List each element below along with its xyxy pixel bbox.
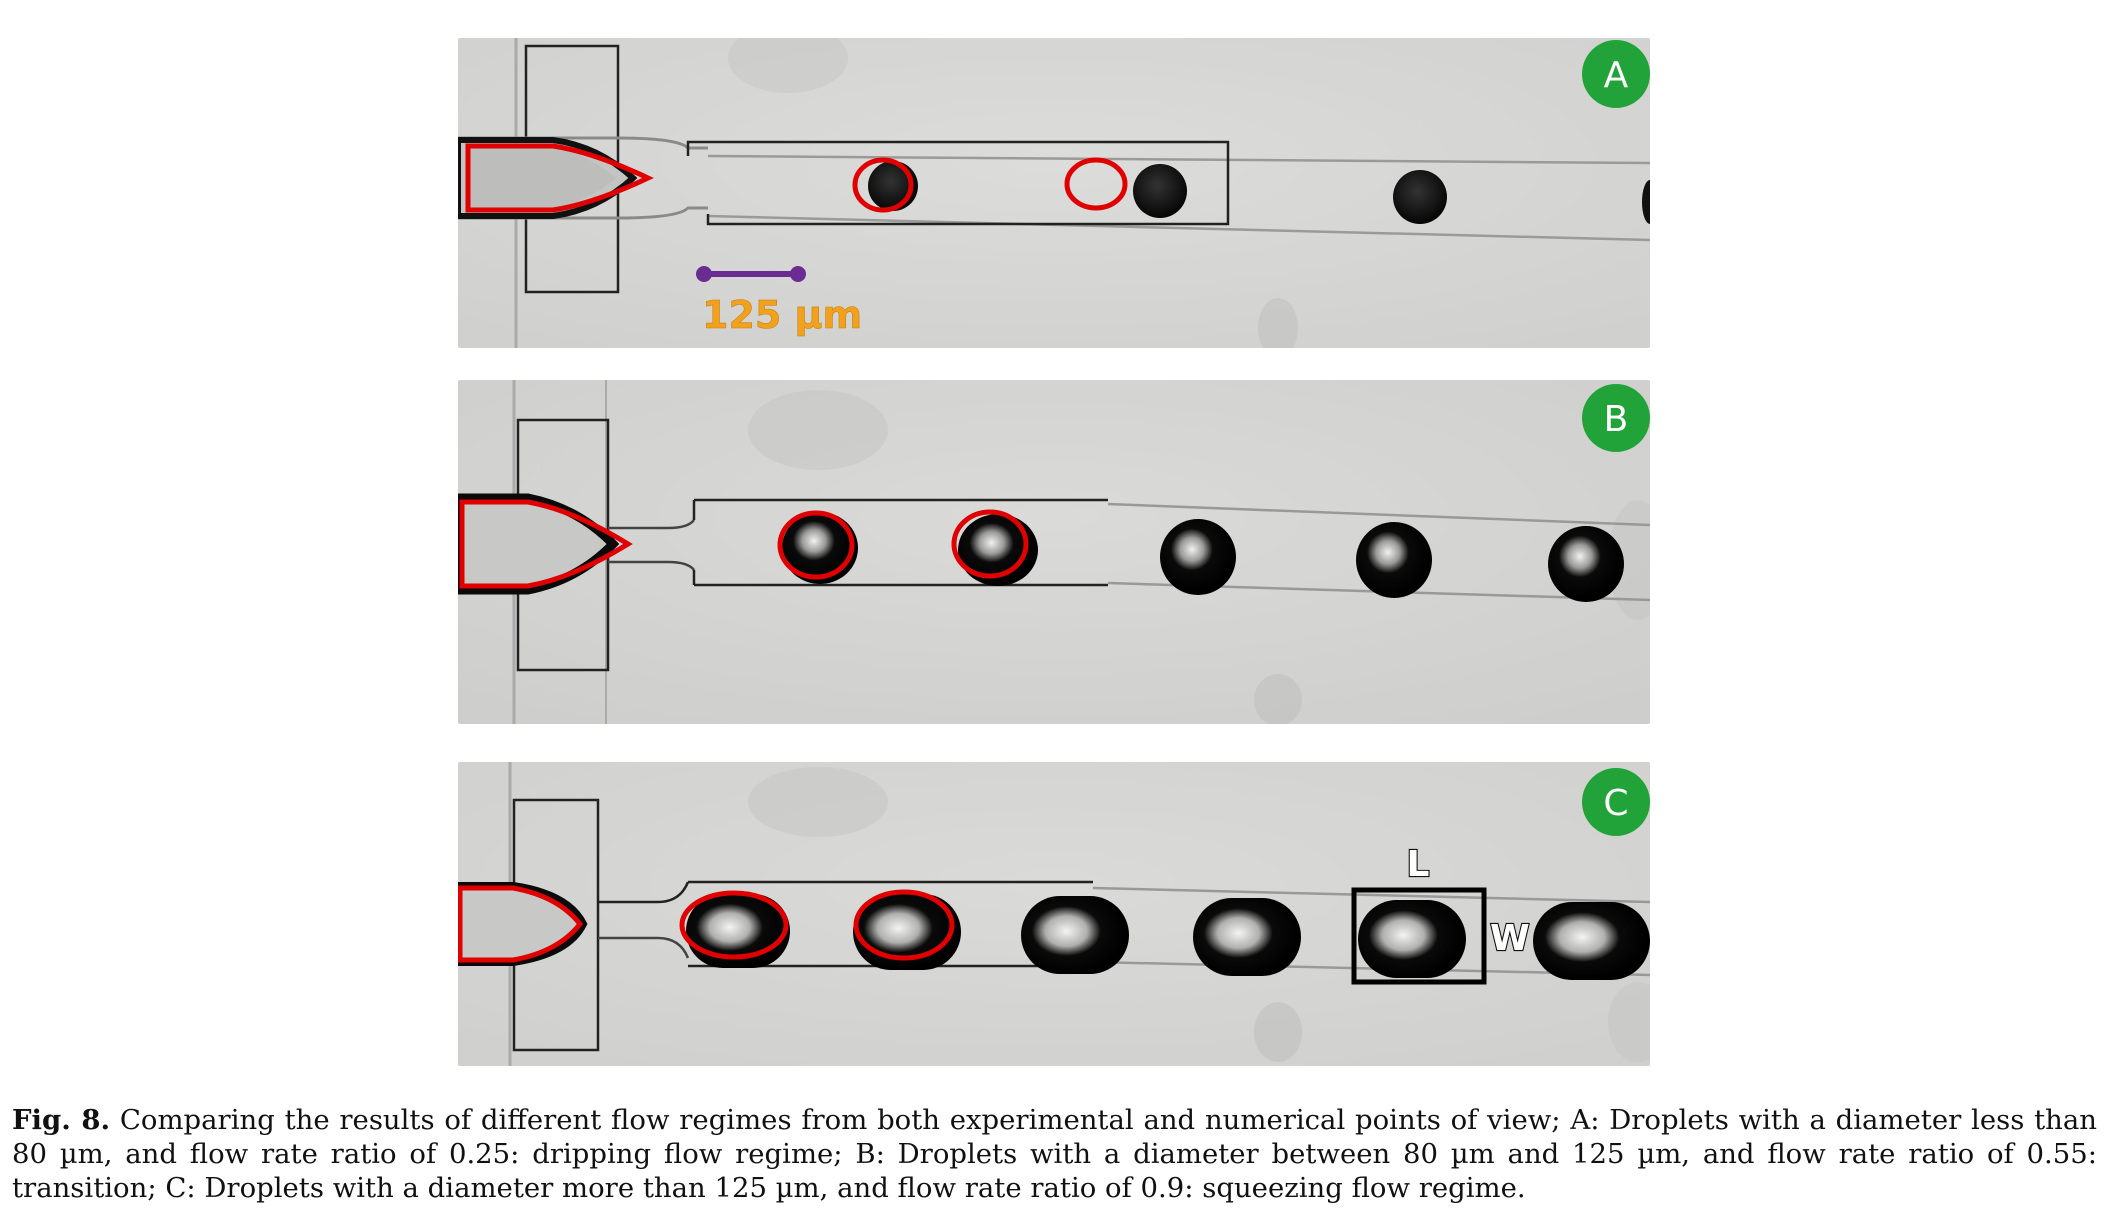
- droplet: [1021, 896, 1129, 974]
- droplet: [1133, 164, 1187, 218]
- panel-badge: B: [1582, 384, 1650, 452]
- numerical-interface-outline: [465, 143, 654, 213]
- droplet: [1548, 526, 1624, 602]
- droplet: [1160, 519, 1236, 595]
- droplet: [1642, 180, 1650, 224]
- droplet: [1193, 898, 1301, 976]
- figure-caption: Fig. 8. Comparing the results of differe…: [12, 1103, 2097, 1205]
- droplet: [1533, 902, 1650, 980]
- droplet: [958, 514, 1038, 586]
- panel-a-micrograph: 125 µm A: [458, 38, 1650, 348]
- measurement-box: [1351, 887, 1487, 985]
- panel-b: B: [458, 380, 1650, 724]
- panel-label-a: A: [1604, 55, 1629, 96]
- panel-badge: A: [1582, 40, 1650, 108]
- panel-label-c: C: [1603, 783, 1628, 824]
- numerical-interface-outline: [458, 885, 584, 963]
- droplet: [1356, 522, 1432, 598]
- panel-a: 125 µm A: [458, 38, 1650, 348]
- width-label: W: [1490, 918, 1530, 959]
- numerical-droplet-outline: [1064, 157, 1128, 211]
- numerical-droplet-outline: [777, 510, 855, 580]
- caption-label: Fig. 8.: [12, 1104, 111, 1136]
- numerical-droplet-outline: [679, 890, 789, 960]
- panel-badge: C: [1582, 768, 1650, 836]
- droplet: [782, 512, 858, 584]
- panel-c-micrograph: L W C: [458, 762, 1650, 1066]
- droplet: [1358, 900, 1466, 978]
- panel-c: L W C: [458, 762, 1650, 1066]
- numerical-droplet-outline: [853, 889, 955, 961]
- scale-bar-label: 125 µm: [702, 293, 862, 337]
- scale-bar: 125 µm: [696, 266, 862, 337]
- caption-text: Comparing the results of different flow …: [12, 1104, 2097, 1204]
- length-label: L: [1407, 844, 1430, 885]
- droplet: [1393, 170, 1447, 224]
- numerical-droplet-outline: [852, 157, 914, 213]
- panel-label-b: B: [1604, 399, 1629, 440]
- numerical-droplet-outline: [951, 509, 1029, 579]
- panel-b-micrograph: B: [458, 380, 1650, 724]
- numerical-interface-outline: [459, 499, 633, 589]
